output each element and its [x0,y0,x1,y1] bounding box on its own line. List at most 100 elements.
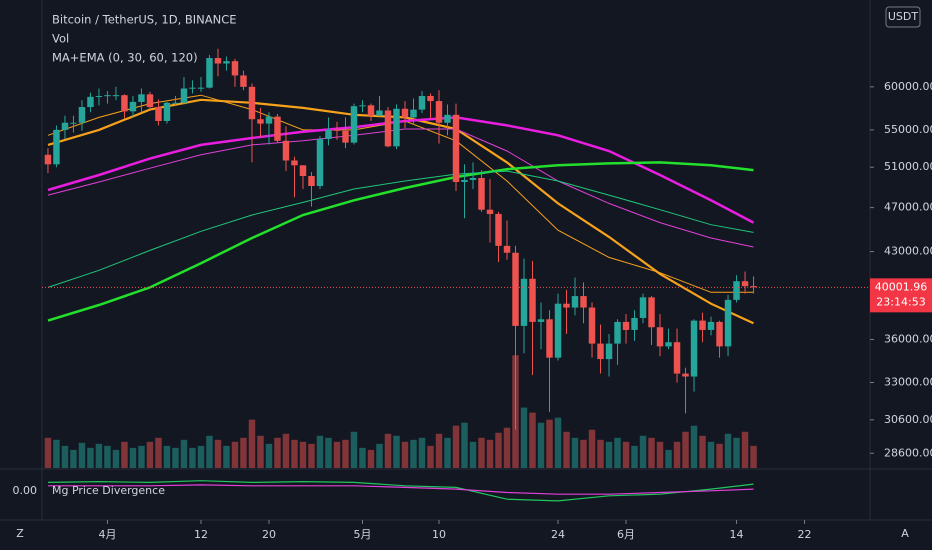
volume-bar [529,412,536,468]
x-tick-label: 12 [194,528,208,541]
currency-label[interactable]: USDT [888,10,919,23]
volume-bar [265,443,273,468]
volume-bar [44,437,52,468]
candle-body [690,320,698,377]
volume-bar [146,441,154,468]
candle-body [656,327,664,347]
volume-bar [350,431,358,468]
candle-body [622,321,630,330]
candle-body [44,154,52,165]
y-tick-label: 28600.00 [884,446,932,459]
volume-bar [308,443,315,468]
divergence-line [48,484,754,495]
currency-button[interactable] [885,6,921,28]
candle-body [733,281,740,300]
volume-bar [639,435,647,468]
y-tick-label: 47000.00 [884,201,932,214]
candle-body [571,296,579,308]
candle-body [648,297,655,328]
candle-body [376,110,383,116]
volume-bar [724,433,732,468]
candle-body [614,321,621,344]
candle-body [503,245,511,253]
candle-body [70,122,77,124]
auto-scale-button[interactable]: A [901,527,909,540]
x-tick-label: 14 [730,528,744,541]
ma-line [47,128,754,248]
candle-body [716,321,723,347]
x-tick-label: 22 [798,528,812,541]
volume-bar [257,435,264,468]
candle-body [206,58,213,88]
candle-body [401,108,409,118]
candle-body [673,342,681,374]
volume-bar [469,441,477,468]
volume-bar [240,437,247,468]
volume-bar [665,449,672,468]
volume-bar [231,441,239,468]
volume-bar [401,441,409,468]
ma-line [47,161,754,322]
volume-bar [520,407,528,468]
volume-bar [78,442,86,468]
candle-body [78,107,86,123]
candle-body [469,178,477,180]
volume-bar [554,417,562,468]
volume-bar [503,427,511,468]
candle-body [350,106,358,143]
candle-body [512,252,519,326]
volume-bar [95,443,103,468]
candle-body [155,107,162,121]
volume-bar [189,447,196,468]
candle-body [393,108,400,147]
last-price-label: 40001.96 [875,280,928,293]
candle-body [342,130,349,143]
volume-bar [70,449,77,468]
volume-bar [427,445,434,468]
volume-bar [656,441,664,468]
candle-body [265,116,273,124]
volume-bar [316,435,324,468]
candle-body [316,138,324,186]
candle-body [163,102,171,121]
volume-bar [418,437,426,468]
candle-body [257,119,264,124]
divergence-title: Mg Price Divergence [52,484,165,497]
volume-bar [631,445,638,468]
volume-bar [291,439,298,468]
volume-bar [622,441,630,468]
volume-bar [384,433,392,468]
volume-bar [214,439,222,468]
candle-body [435,101,443,123]
x-tick-label: 5月 [353,528,371,541]
candle-body [418,96,426,110]
candle-body [282,140,290,161]
candle-body [461,179,468,182]
candle-body [724,299,732,347]
volume-bar [274,437,281,468]
candle-body [359,105,366,107]
x-tick-label: 6月 [617,528,635,541]
volume-bar [197,445,205,468]
volume-bar [741,431,749,468]
candle-body [333,129,341,131]
y-tick-label: 51000.00 [884,160,932,173]
candle-body [537,319,545,322]
volume-bar [53,439,60,468]
candle-body [384,110,392,147]
volume-bar [699,435,706,468]
candle-body [53,129,60,165]
chart-title: Bitcoin / TetherUS, 1D, BINANCE [52,13,237,27]
candle-body [665,342,672,347]
candle-body [95,96,103,98]
volume-bar [648,437,655,468]
y-tick-label: 36000.00 [884,332,932,345]
candle-body [741,281,749,287]
candle-body [452,114,460,182]
timezone-button[interactable]: Z [16,527,24,540]
candle-body [172,102,179,104]
x-tick-label: 10 [432,528,446,541]
volume-bar [452,425,460,468]
candle-body [520,278,528,326]
volume-bar [393,435,400,468]
